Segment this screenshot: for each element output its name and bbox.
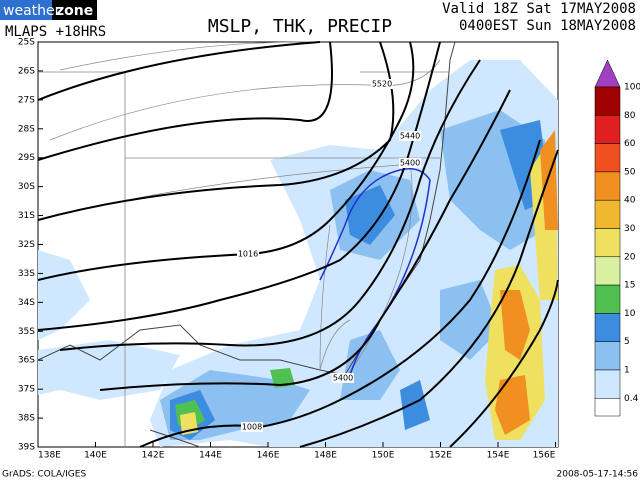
legend-label: 50 — [624, 167, 636, 177]
legend-swatch — [594, 115, 621, 144]
legend-label: 5 — [624, 337, 630, 347]
lon-label: 152E — [429, 451, 452, 461]
lat-label: 39S — [18, 443, 35, 453]
legend-top — [594, 59, 621, 88]
contour-label: 5400 — [400, 159, 420, 168]
legend-label: 80 — [624, 111, 636, 121]
legend-swatch — [594, 86, 621, 116]
lon-label: 138E — [38, 451, 61, 461]
legend-swatch — [594, 256, 621, 286]
contour-label-bg — [399, 158, 421, 168]
map-title: MSLP, THK, PRECIP — [208, 16, 392, 37]
lat-label: 33S — [18, 269, 35, 279]
lat-label: 38S — [18, 414, 35, 424]
map-axes: 25S 26S 27S 28S 29S 30S 31S 32S 33S 34S 35S 36S 37S 3… — [18, 38, 556, 461]
lat-label: 32S — [18, 240, 35, 250]
contour-label-bg — [332, 373, 354, 383]
precip-area — [38, 250, 90, 340]
legend-label: 20 — [624, 252, 636, 262]
lon-label: 146E — [257, 451, 280, 461]
legend-label: 15 — [624, 281, 635, 291]
lat-label: 28S — [18, 124, 35, 134]
valid-time: Valid 18Z Sat 17MAY2008 — [442, 1, 636, 17]
contour-label-bg — [371, 79, 393, 89]
legend-label: 10 — [624, 309, 636, 319]
lon-label: 154E — [487, 451, 510, 461]
local-time: 0400EST Sun 18MAY2008 — [459, 18, 636, 34]
legend-label: 60 — [624, 139, 636, 149]
logo-text: weather — [3, 3, 61, 19]
lon-label: 150E — [372, 451, 395, 461]
legend-swatch — [594, 199, 621, 229]
footer-timestamp: 2008-05-17-14:56 — [557, 470, 639, 480]
lon-label: 142E — [142, 451, 165, 461]
precip-area — [495, 130, 558, 435]
legend-swatch — [594, 284, 621, 314]
legend-label: 100 — [624, 83, 640, 93]
map-area: 5520 5440 5400 1016 5400 1008 — [37, 41, 559, 448]
contour-label: 5440 — [400, 132, 420, 141]
legend-label: 40 — [624, 196, 636, 206]
lon-label: 140E — [84, 451, 107, 461]
legend-label: 1 — [624, 366, 630, 376]
legend-swatch — [594, 369, 621, 399]
lon-label: 156E — [533, 451, 556, 461]
precip-legend: 100 80 60 50 40 30 20 15 10 5 1 0.4 — [594, 59, 640, 417]
legend-swatch — [594, 313, 621, 342]
lat-label: 30S — [18, 182, 35, 192]
precip-area — [38, 340, 180, 400]
contour-label: 5520 — [372, 80, 392, 89]
state-border — [38, 71, 450, 447]
thickness-contour — [49, 41, 441, 379]
coastline — [149, 429, 201, 448]
legend-swatch — [594, 171, 621, 201]
model-label: MLAPS +18HRS — [5, 24, 106, 40]
logo-box — [52, 0, 97, 20]
lat-label: 37S — [18, 385, 35, 395]
contour-labels: 5520 5440 5400 1016 5400 1008 — [237, 79, 421, 432]
lat-label: 35S — [18, 327, 35, 337]
isobar — [37, 41, 559, 448]
lat-label: 36S — [18, 356, 35, 366]
legend-label: 0.4 — [624, 394, 639, 404]
lon-label: 148E — [314, 451, 337, 461]
legend-box — [594, 397, 621, 417]
lat-label: 29S — [18, 153, 35, 163]
lat-label: 27S — [18, 95, 35, 105]
logo-text: zone — [56, 3, 93, 19]
legend-swatch — [594, 341, 621, 371]
logo-box — [0, 0, 52, 20]
contour-label-bg — [241, 422, 263, 432]
thickness-contour — [319, 168, 431, 376]
contour-label: 1008 — [242, 423, 262, 432]
footer-source: GrADS: COLA/IGES — [2, 470, 86, 480]
contour-label-bg — [399, 131, 421, 141]
contour-label-bg — [237, 249, 259, 259]
lat-label: 31S — [18, 211, 35, 221]
legend-label: 30 — [624, 224, 636, 234]
lat-label: 26S — [18, 66, 35, 76]
contour-label: 1016 — [238, 250, 258, 259]
contour-label: 5400 — [333, 374, 353, 383]
legend-swatch — [594, 143, 621, 173]
lat-label: 25S — [18, 38, 35, 48]
legend-swatch — [594, 228, 621, 258]
lon-label: 144E — [199, 451, 222, 461]
lat-label: 34S — [18, 298, 35, 308]
precip-area — [170, 120, 550, 440]
